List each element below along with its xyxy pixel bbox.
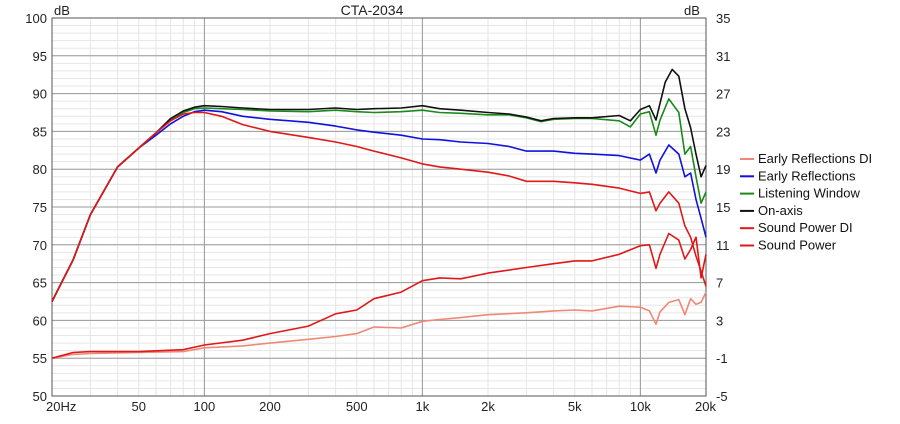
right-y-tick-label: 27 xyxy=(716,87,730,102)
series-line-on-axis xyxy=(51,68,707,302)
series-line-sound-power xyxy=(51,111,707,302)
right-y-axis: -5 -1 3 7 11 15 19 23 27 31 35 xyxy=(716,11,730,404)
left-y-tick-label: 50 xyxy=(33,389,47,404)
series-line-sound-power-di xyxy=(51,232,707,359)
left-y-tick-label: 70 xyxy=(33,238,47,253)
legend-label-sound-power-di: Sound Power DI xyxy=(758,220,853,235)
x-tick-label: 500 xyxy=(346,399,368,414)
left-y-tick-label: 60 xyxy=(33,313,47,328)
x-tick-label: 5k xyxy=(568,399,582,414)
left-y-axis: 50 55 60 65 70 75 80 85 90 95 100 xyxy=(25,11,47,404)
right-y-tick-label: 15 xyxy=(716,200,730,215)
legend-label-early-reflections-di: Early Reflections DI xyxy=(758,151,872,166)
right-y-tick-label: 35 xyxy=(716,11,730,26)
right-y-tick-label: -1 xyxy=(716,351,728,366)
series-layer xyxy=(51,68,707,359)
x-tick-label: 2k xyxy=(481,399,495,414)
left-y-tick-label: 80 xyxy=(33,162,47,177)
chart-title: CTA-2034 xyxy=(341,2,404,18)
series-line-early-reflections-di xyxy=(51,291,707,359)
legend-label-listening-window: Listening Window xyxy=(758,186,860,201)
x-axis: 20Hz 50 100 200 500 1k 2k 5k 10k 20k xyxy=(46,399,716,414)
left-y-tick-label: 100 xyxy=(25,11,47,26)
left-y-tick-label: 65 xyxy=(33,276,47,291)
right-axis-unit-label: dB xyxy=(684,3,700,18)
x-tick-label: 1k xyxy=(416,399,430,414)
x-tick-label: 100 xyxy=(194,399,216,414)
left-y-tick-label: 75 xyxy=(33,200,47,215)
legend-label-on-axis: On-axis xyxy=(758,203,803,218)
x-tick-label: 50 xyxy=(132,399,146,414)
right-y-tick-label: -5 xyxy=(716,389,728,404)
right-y-tick-label: 23 xyxy=(716,124,730,139)
left-y-tick-label: 95 xyxy=(33,49,47,64)
left-axis-unit-label: dB xyxy=(54,3,70,18)
right-y-tick-label: 7 xyxy=(716,276,723,291)
right-y-tick-label: 31 xyxy=(716,49,730,64)
series-line-listening-window xyxy=(51,98,707,302)
left-y-tick-label: 90 xyxy=(33,87,47,102)
left-y-tick-label: 85 xyxy=(33,124,47,139)
left-y-tick-label: 55 xyxy=(33,351,47,366)
right-y-tick-label: 3 xyxy=(716,313,723,328)
legend-label-early-reflections: Early Reflections xyxy=(758,168,856,183)
right-y-tick-label: 19 xyxy=(716,162,730,177)
x-tick-label: 10k xyxy=(630,399,651,414)
major-grid xyxy=(52,17,706,397)
right-y-tick-label: 11 xyxy=(716,238,730,253)
series-line-early-reflections xyxy=(51,109,707,302)
legend: Early Reflections DI Early Reflections Lis… xyxy=(740,151,872,253)
x-tick-label: 20k xyxy=(695,399,716,414)
x-tick-label: 20Hz xyxy=(46,399,76,414)
plot-area-border xyxy=(51,17,707,397)
legend-label-sound-power: Sound Power xyxy=(758,238,837,253)
x-tick-label: 200 xyxy=(259,399,281,414)
